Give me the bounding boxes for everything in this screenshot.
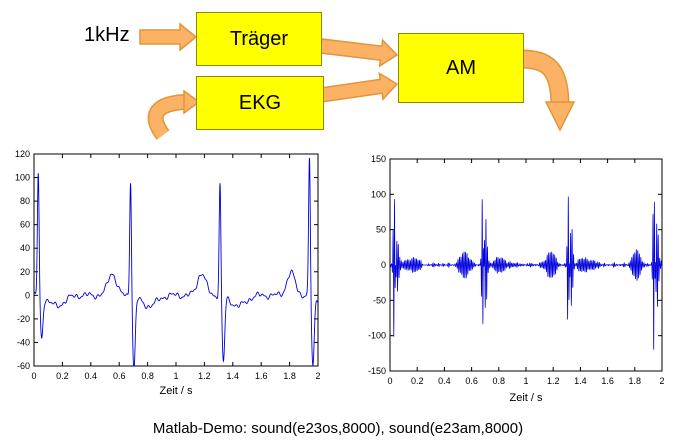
x-tick-label: 1.2 bbox=[547, 376, 560, 386]
traeger-label: Träger bbox=[229, 27, 289, 50]
plot-frame bbox=[33, 153, 319, 367]
y-tick-label: 0 bbox=[25, 290, 30, 300]
ekg-label: EKG bbox=[238, 91, 282, 114]
x-tick-label: 1.2 bbox=[198, 371, 211, 381]
x-tick-label: 2 bbox=[659, 376, 664, 386]
y-tick-label: -150 bbox=[368, 366, 386, 376]
arrow-1khz-to-traeger bbox=[139, 22, 198, 52]
x-tick-label: 0.8 bbox=[493, 376, 506, 386]
x-tick-label: 1.8 bbox=[283, 371, 296, 381]
x-tick-label: 0.6 bbox=[113, 371, 126, 381]
x-tick-label: 0 bbox=[31, 371, 36, 381]
y-tick-label: -20 bbox=[17, 314, 30, 324]
ecg-plot: 0 0.2 0.4 0.6 0.8 1 1.2 1.4 1.6 1.8 2 -60 -40 -20 0 20 4… bbox=[15, 149, 321, 397]
y-tick-label: 50 bbox=[376, 225, 386, 235]
y-tick-label: 120 bbox=[15, 149, 30, 159]
signal-trace bbox=[33, 157, 319, 367]
diagram-box-ekg: EKG bbox=[196, 76, 324, 130]
signal-trace bbox=[389, 196, 663, 350]
y-tick-label: -40 bbox=[17, 337, 30, 347]
arrow-am-out-head bbox=[544, 101, 576, 132]
x-tick-label: 0.8 bbox=[141, 371, 154, 381]
x-tick-label: 1.4 bbox=[574, 376, 587, 386]
x-tick-label: 1.4 bbox=[227, 371, 240, 381]
caption: Matlab-Demo: sound(e23os,8000), sound(e2… bbox=[152, 420, 524, 437]
diagram-box-traeger: Träger bbox=[196, 12, 322, 66]
y-tick-label: 100 bbox=[15, 173, 30, 183]
x-tick-label: 0 bbox=[387, 376, 392, 386]
y-tick-label: 0 bbox=[381, 260, 386, 270]
input-frequency-label: 1kHz bbox=[84, 24, 130, 46]
y-tick-label: 100 bbox=[371, 189, 386, 199]
x-tick-label: 0.6 bbox=[465, 376, 478, 386]
y-tick-label: 40 bbox=[20, 243, 30, 253]
y-tick-label: -60 bbox=[17, 361, 30, 371]
arrow-traeger-to-am bbox=[319, 38, 399, 68]
am-plot: 0 0.2 0.4 0.6 0.8 1 1.2 1.4 1.6 1.8 2 -150 -100 -50 0 5… bbox=[368, 154, 665, 404]
y-tick-label: 20 bbox=[20, 267, 30, 277]
x-tick-label: 0.2 bbox=[411, 376, 424, 386]
arrow-ekg-to-am bbox=[319, 71, 399, 103]
arrow-into-ekg-head bbox=[183, 89, 201, 115]
am-label: AM bbox=[446, 56, 476, 79]
x-tick-label: 1.6 bbox=[255, 371, 268, 381]
x-tick-label: 1.8 bbox=[629, 376, 642, 386]
arrow-into-ekg bbox=[149, 95, 185, 139]
x-tick-label: 0.4 bbox=[438, 376, 451, 386]
y-tick-label: 150 bbox=[371, 154, 386, 164]
y-tick-label: 80 bbox=[20, 196, 30, 206]
x-tick-label: 1 bbox=[523, 376, 528, 386]
x-tick-label: 0.4 bbox=[85, 371, 98, 381]
arrow-am-out bbox=[520, 51, 568, 104]
x-tick-label: 1 bbox=[173, 371, 178, 381]
x-tick-label: 1.6 bbox=[601, 376, 614, 386]
x-tick-label: 2 bbox=[315, 371, 320, 381]
x-tick-label: 0.2 bbox=[56, 371, 69, 381]
diagram-box-am: AM bbox=[398, 33, 524, 103]
x-axis-label: Zeit / s bbox=[509, 392, 543, 404]
x-axis-label: Zeit / s bbox=[159, 385, 193, 397]
y-tick-label: 60 bbox=[20, 220, 30, 230]
y-tick-label: -100 bbox=[368, 331, 386, 341]
y-tick-label: -50 bbox=[373, 295, 386, 305]
